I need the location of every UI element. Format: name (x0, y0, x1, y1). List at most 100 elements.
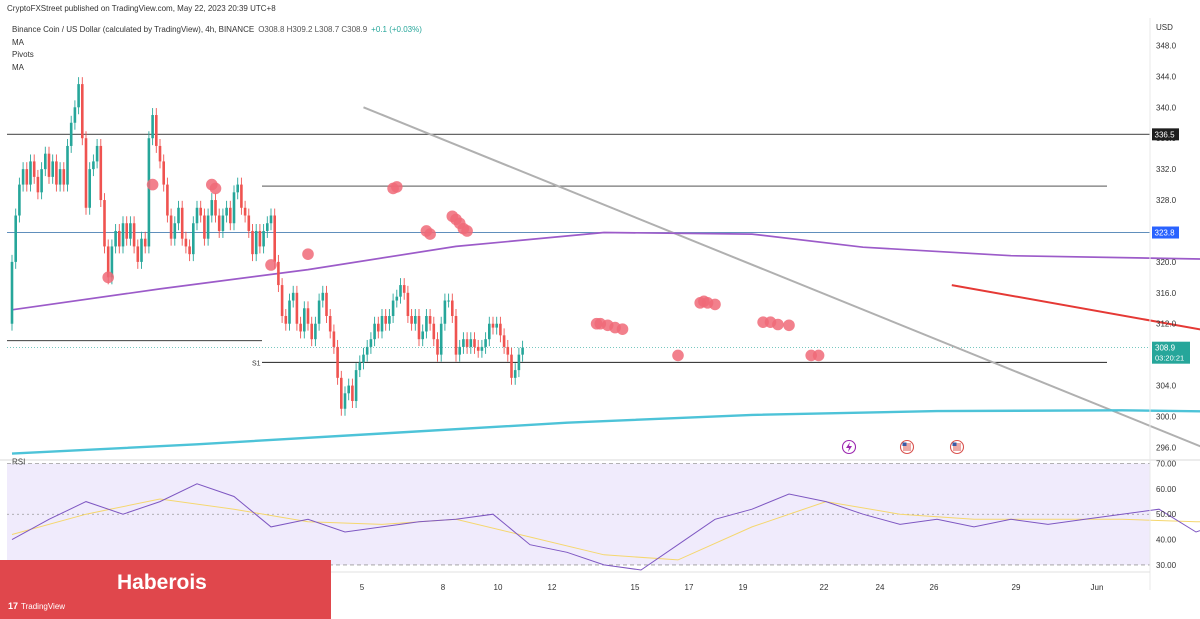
signal-marker (812, 349, 825, 362)
lightning-icon (846, 442, 852, 452)
candle (406, 292, 410, 316)
candle (388, 316, 391, 324)
candle (166, 184, 169, 216)
candle (340, 377, 343, 409)
candle (162, 161, 165, 185)
signal-marker (783, 319, 795, 332)
candle (155, 115, 158, 146)
price-tick-label: 340.0 (1156, 103, 1177, 112)
candle (10, 261, 14, 324)
candle (266, 223, 269, 231)
candle (447, 300, 450, 302)
candle (129, 223, 132, 239)
legend-symbol-row: Binance Coin / US Dollar (calculated by … (12, 24, 422, 37)
candle (473, 339, 476, 347)
candle (188, 246, 191, 255)
signal-marker (102, 271, 114, 284)
flag-canton (952, 442, 957, 446)
candle (99, 145, 103, 201)
publish-line: CryptoFXStreet published on TradingView.… (7, 4, 276, 13)
candle (295, 292, 299, 324)
signal-marker (302, 248, 314, 260)
candle (439, 323, 443, 355)
candle (143, 238, 147, 247)
candle (169, 215, 173, 239)
indicator-pivots[interactable]: Pivots (12, 50, 34, 59)
candle (21, 169, 25, 185)
time-tick-label: 26 (930, 583, 939, 592)
candle (325, 292, 328, 316)
candle (506, 346, 510, 355)
candle (491, 323, 495, 328)
candle (192, 223, 195, 255)
candle (269, 215, 273, 224)
candle (362, 354, 365, 363)
candle (273, 215, 276, 262)
candle (247, 215, 251, 231)
candle (232, 192, 236, 224)
indicator-ma-1[interactable]: MA (12, 37, 24, 47)
candle (73, 107, 77, 123)
candle (317, 300, 321, 324)
rsi-tick-label: 70.00 (1156, 460, 1177, 469)
symbol-title: Binance Coin / US Dollar (calculated by … (12, 25, 255, 34)
tradingview-logo: 17 TradingView (8, 601, 65, 611)
rsi-tick-label: 60.00 (1156, 485, 1177, 494)
candle (510, 354, 513, 378)
candle (88, 169, 91, 208)
moving-averages (11, 231, 1200, 455)
signal-marker (209, 182, 222, 195)
price-tick-label: 304.0 (1156, 382, 1177, 391)
candle (110, 246, 114, 278)
price-tick-label: 320.0 (1156, 258, 1177, 267)
price-tick-label: 312.0 (1156, 320, 1177, 329)
candle (425, 316, 428, 332)
candle (443, 300, 447, 324)
candle (66, 145, 69, 185)
candle (480, 346, 484, 351)
price-tick-label: 332.0 (1156, 165, 1177, 174)
tradingview-logo-text: TradingView (21, 601, 66, 611)
candle (314, 323, 317, 340)
signal-marker (772, 318, 784, 331)
candle (195, 207, 199, 224)
candle (291, 292, 295, 301)
rsi-lines (11, 483, 1200, 571)
candle (280, 285, 284, 316)
chart-legend: Binance Coin / US Dollar (calculated by … (12, 24, 422, 74)
event-icons[interactable] (841, 439, 965, 455)
candle (114, 230, 117, 247)
candle (377, 323, 380, 332)
price-tick-label: 328.0 (1156, 196, 1177, 205)
candle (402, 285, 406, 293)
candle (203, 215, 206, 239)
candle (410, 316, 413, 324)
indicator-ma-2[interactable]: MA (12, 62, 24, 72)
us-flag-icon (949, 439, 965, 455)
signal-marker (265, 259, 277, 271)
candle (140, 238, 143, 262)
candle (118, 230, 121, 247)
countdown-label: 03:20:21 (1155, 354, 1184, 363)
candle (225, 207, 228, 216)
time-tick-label: 5 (360, 583, 365, 592)
price-tag (1152, 226, 1179, 239)
candle (32, 161, 36, 177)
price-tag-label: 336.5 (1155, 130, 1176, 139)
brand-name: Haberois (117, 571, 207, 594)
time-tick-label: 12 (548, 583, 557, 592)
ma-mid-line (11, 231, 1200, 311)
candle (44, 153, 47, 170)
candle (351, 385, 354, 402)
signal-marker (146, 178, 159, 191)
horizontal-levels: S1 (7, 133, 1150, 367)
price-tick-label: 316.0 (1156, 289, 1177, 298)
candle (391, 300, 395, 316)
candle (336, 346, 339, 378)
candle (84, 138, 88, 208)
candle (369, 339, 373, 347)
candle (14, 215, 17, 262)
candle (199, 207, 202, 216)
candle (229, 207, 232, 224)
